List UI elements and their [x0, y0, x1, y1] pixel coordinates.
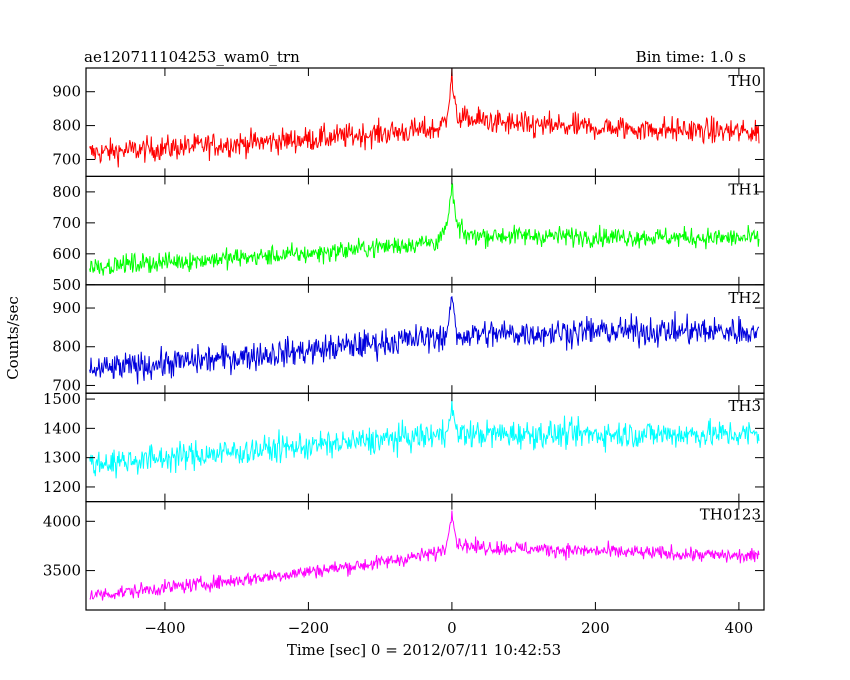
panel-label: TH0: [728, 72, 761, 90]
y-tick-label: 800: [52, 183, 81, 201]
y-tick-label: 800: [52, 117, 81, 135]
x-tick-label: 200: [581, 619, 610, 637]
y-tick-label: 900: [52, 299, 81, 317]
y-tick-label: 1300: [43, 449, 81, 467]
panel-frame: [85, 175, 765, 286]
bin-time-label: Bin time: 1.0 s: [636, 48, 746, 66]
y-tick-label: 600: [52, 245, 81, 263]
y-tick-label: 700: [52, 214, 81, 232]
panel-frame: [85, 501, 765, 611]
panel-th3: 1200 1300 1400 1500 TH3: [43, 390, 765, 503]
x-ticks: −400 −200 0 200 400: [144, 619, 753, 637]
series-th1: [89, 182, 760, 276]
x-axis-label: Time [sec] 0 = 2012/07/11 10:42:53: [287, 641, 561, 659]
y-tick-label: 3500: [43, 562, 81, 580]
panel-th0123: 3500 4000 TH0123: [43, 501, 765, 611]
panel-label: TH3: [728, 397, 761, 415]
panel-label: TH1: [728, 180, 761, 198]
series-th0: [89, 68, 760, 168]
panel-label: TH0123: [700, 506, 761, 524]
series-th3: [89, 399, 760, 479]
chart-title: ae120711104253_wam0_trn: [84, 48, 300, 66]
panel-frame: [85, 284, 765, 394]
x-tick-label: −400: [144, 619, 185, 637]
y-tick-label: 1400: [43, 419, 81, 437]
series-th2: [89, 295, 760, 385]
panel-th1: 500 600 700 800 TH1: [52, 175, 765, 294]
panel-th0: 700 800 900 TH0: [52, 67, 765, 178]
panels: 700 800 900 TH0 500 600 700 800 TH1 700 800 900 TH2 1…: [43, 67, 765, 611]
panel-label: TH2: [728, 289, 761, 307]
y-tick-label: 1500: [43, 390, 81, 408]
y-tick-label: 700: [52, 376, 81, 394]
y-axis-label: Counts/sec: [4, 296, 22, 380]
y-tick-label: 4000: [43, 512, 81, 530]
x-tick-label: 400: [725, 619, 754, 637]
panel-th2: 700 800 900 TH2: [52, 284, 765, 394]
series-th0123: [89, 510, 760, 601]
panel-frame: [85, 392, 765, 503]
y-tick-label: 500: [52, 276, 81, 294]
y-tick-label: 1200: [43, 478, 81, 496]
x-tick-label: 0: [447, 619, 457, 637]
x-tick-label: −200: [288, 619, 329, 637]
y-tick-label: 700: [52, 150, 81, 168]
y-tick-label: 900: [52, 83, 81, 101]
y-tick-label: 800: [52, 338, 81, 356]
